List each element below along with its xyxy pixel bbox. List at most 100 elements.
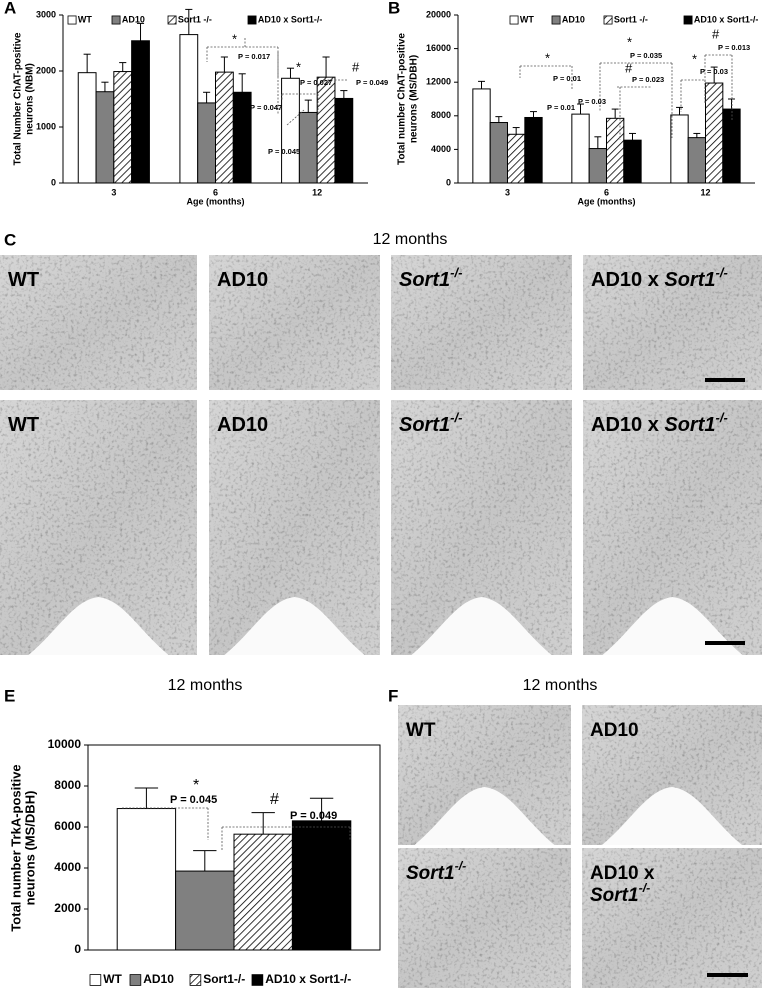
y-tick-label: 1000 <box>36 121 56 131</box>
bar <box>623 139 642 184</box>
bar <box>77 72 97 184</box>
bar <box>507 133 526 184</box>
bar <box>472 88 491 184</box>
annotation: # <box>712 26 720 41</box>
label-part: -/- <box>716 410 728 425</box>
micrograph-label: AD10 <box>217 414 268 436</box>
legend-swatch <box>189 974 202 986</box>
annotation: # <box>352 59 360 74</box>
bar <box>489 122 508 184</box>
legend-swatch <box>89 974 102 986</box>
y-tick-label: 12000 <box>426 77 451 87</box>
annotation: P = 0.035 <box>630 51 662 60</box>
panel-letter: F <box>388 686 398 705</box>
annotation: P = 0.049 <box>290 810 337 822</box>
bar <box>95 91 115 184</box>
legend-label: WT <box>103 972 122 986</box>
y-tick-label: 0 <box>446 177 451 187</box>
ventricle <box>602 787 742 845</box>
annotation: P = 0.013 <box>718 43 750 52</box>
annotation: P = 0.01 <box>547 103 575 112</box>
annotation: * <box>193 777 199 794</box>
label-part: Sort1 <box>664 269 715 291</box>
label-part: Sort1 <box>664 414 715 436</box>
label-part: Sort1 <box>590 885 639 906</box>
label-part: Sort1 <box>399 269 450 291</box>
label-part: WT <box>8 269 39 291</box>
y-tick-label: 3000 <box>36 9 56 19</box>
bar <box>233 833 293 951</box>
legend-swatch <box>167 15 177 25</box>
annotation: * <box>296 59 301 74</box>
micrograph <box>0 255 197 390</box>
panel-letter: A <box>4 0 16 17</box>
annotation: P = 0.045 <box>268 147 300 156</box>
annotation: P = 0.03 <box>578 97 606 106</box>
label-part: -/- <box>639 881 651 895</box>
bar <box>606 117 625 184</box>
bar <box>705 82 724 184</box>
legend-label: AD10 x Sort1-/- <box>265 972 351 986</box>
legend-label: WT <box>78 14 92 24</box>
chart-title: 12 months <box>168 677 243 694</box>
micrograph <box>398 848 571 988</box>
annotation: * <box>545 50 550 65</box>
ventricle <box>414 787 555 845</box>
y-tick-label: 2000 <box>36 65 56 75</box>
label-part: -/- <box>716 265 728 280</box>
y-tick-label: 2000 <box>54 901 81 915</box>
significance-bracket <box>286 109 305 126</box>
y-axis-label: neurons (MS/DBH) <box>22 791 37 906</box>
label-part: WT <box>8 414 39 436</box>
x-tick-label: 3 <box>111 187 116 197</box>
x-tick-label: 12 <box>312 187 322 197</box>
micrograph-label: WT <box>406 720 436 741</box>
bar <box>291 820 352 951</box>
ventricle <box>411 597 552 655</box>
bar <box>524 116 543 184</box>
annotation: P = 0.027 <box>300 78 332 87</box>
y-axis-label: neurons (MS/DBH) <box>409 55 420 143</box>
y-tick-label: 20000 <box>426 9 451 19</box>
micrograph-label: WT <box>8 414 39 436</box>
x-tick-label: 6 <box>213 187 218 197</box>
label-part: AD10 x <box>590 863 655 884</box>
y-axis-label: neurons (NBM) <box>25 63 36 135</box>
legend-swatch <box>509 15 519 25</box>
panel-title: 12 months <box>373 231 448 248</box>
y-axis-label: Total number TrkA-positive <box>8 764 23 931</box>
micrograph-label: Sort1-/- <box>406 859 466 884</box>
annotation: # <box>625 60 633 75</box>
label-part: -/- <box>450 410 462 425</box>
micrograph-label: AD10 <box>590 720 639 741</box>
legend-swatch <box>683 15 693 25</box>
y-tick-label: 4000 <box>431 144 451 154</box>
annotation: P = 0.045 <box>170 794 217 806</box>
legend-label: AD10 <box>122 14 145 24</box>
panel-letter: E <box>4 686 15 705</box>
y-axis-label: Total Number ChAT-positive <box>13 32 24 165</box>
micrograph <box>583 255 762 390</box>
micrograph-label: AD10 x Sort1-/- <box>591 265 728 291</box>
y-tick-label: 4000 <box>54 860 81 874</box>
y-tick-label: 8000 <box>431 110 451 120</box>
legend-swatch <box>251 974 264 986</box>
micrograph <box>391 255 572 390</box>
label-part: AD10 <box>217 414 268 436</box>
bar <box>215 71 234 184</box>
legend-label: AD10 <box>562 14 585 24</box>
label-part: -/- <box>450 265 462 280</box>
legend-label: Sort1 -/- <box>614 14 648 24</box>
annotation: * <box>627 34 632 49</box>
legend-label: Sort1 -/- <box>178 14 212 24</box>
legend-swatch <box>551 15 561 25</box>
annotation: P = 0.03 <box>700 67 728 76</box>
legend-swatch <box>129 974 142 986</box>
x-tick-label: 12 <box>700 187 710 197</box>
ventricle <box>28 597 169 655</box>
bar <box>298 111 318 184</box>
legend-label: Sort1-/- <box>203 972 245 986</box>
ventricle <box>224 597 365 655</box>
annotation: P = 0.023 <box>632 75 664 84</box>
